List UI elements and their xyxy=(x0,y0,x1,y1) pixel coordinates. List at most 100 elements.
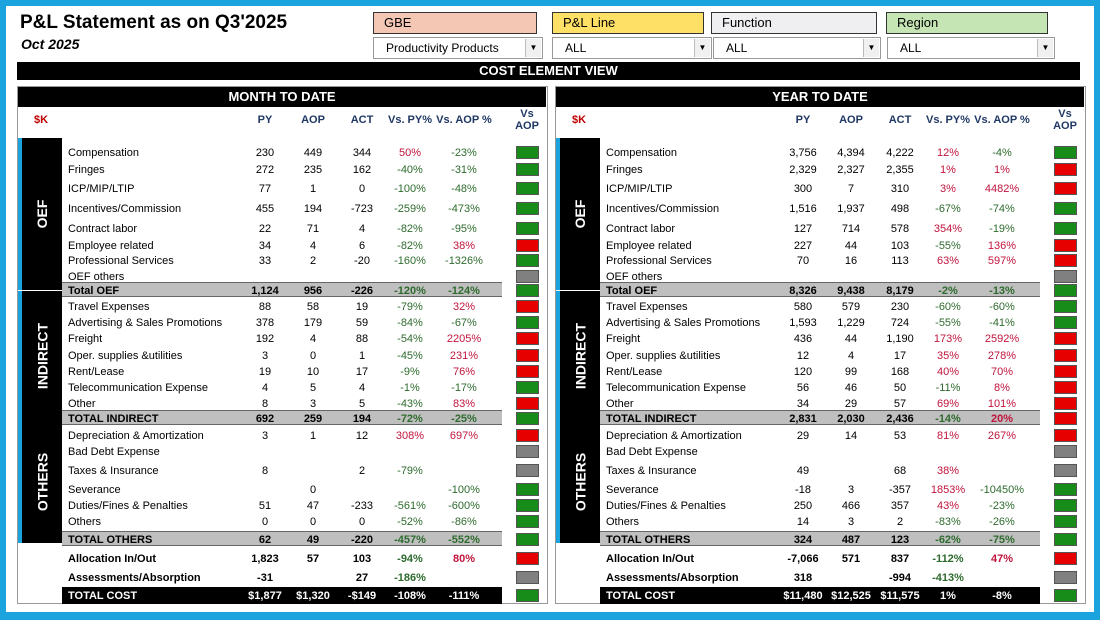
row-label: Others xyxy=(68,516,102,528)
row-label: Allocation In/Out xyxy=(606,553,694,565)
py-header: PY xyxy=(795,114,811,126)
row-label: Travel Expenses xyxy=(68,301,150,313)
row-label: Professional Services xyxy=(68,255,174,267)
vs-py-value: 308% xyxy=(395,430,425,442)
function-dropdown[interactable]: ALL ▼ xyxy=(713,37,881,59)
vs-aop-flag xyxy=(1054,589,1077,602)
vs-py-value: -457% xyxy=(394,534,426,546)
vs-aop-value: 1% xyxy=(994,164,1010,176)
vs-py-value: -100% xyxy=(394,183,426,195)
chevron-down-icon[interactable]: ▼ xyxy=(525,39,541,57)
region-filter-label: Region xyxy=(886,12,1048,34)
aop-value: 44 xyxy=(844,240,858,252)
chevron-down-icon[interactable]: ▼ xyxy=(863,39,879,57)
vs-py-value: -52% xyxy=(397,516,423,528)
vs-aop-value: -31% xyxy=(451,164,477,176)
act-value: -357 xyxy=(888,484,912,496)
aop-value: 29 xyxy=(844,398,858,410)
row-label: Freight xyxy=(68,333,103,345)
row-label: Others xyxy=(606,516,640,528)
grand-total-band xyxy=(600,587,1040,604)
aop-value: 57 xyxy=(306,553,320,565)
act-value: 50 xyxy=(893,382,907,394)
vs-aop-flag xyxy=(516,300,539,313)
aop-value: 3 xyxy=(847,516,855,528)
aop-value: $12,525 xyxy=(831,590,871,602)
vs-aop-value: -4% xyxy=(992,147,1012,159)
vs-aop-value: -95% xyxy=(451,223,477,235)
vs-aop-flag xyxy=(516,499,539,512)
vs-aop-flag xyxy=(1054,381,1077,394)
vs-aop-value: 267% xyxy=(987,430,1017,442)
row-label: Taxes & Insurance xyxy=(606,465,697,477)
act-value: -220 xyxy=(350,534,374,546)
py-value: 34 xyxy=(258,240,272,252)
vs-py-value: -54% xyxy=(397,333,423,345)
mtd-panel: MONTH TO DATE $K PY AOP ACT Vs. PY% Vs. AOP % V… xyxy=(17,86,548,604)
vs-aop-value: 697% xyxy=(449,430,479,442)
vs-aop-value: -8% xyxy=(992,590,1012,602)
row-label: Severance xyxy=(606,484,659,496)
row-label: Taxes & Insurance xyxy=(68,465,159,477)
vs-py-value: -60% xyxy=(935,301,961,313)
vs-aop-flag xyxy=(516,332,539,345)
vs-aop-flag xyxy=(516,146,539,159)
row-label: Duties/Fines & Penalties xyxy=(68,500,188,512)
row-label: Professional Services xyxy=(606,255,712,267)
total-row-band xyxy=(62,282,502,297)
vs-py-value: 38% xyxy=(936,465,960,477)
vs-aop-flag xyxy=(1054,571,1077,584)
py-value: 230 xyxy=(255,147,275,159)
section-accent-bar xyxy=(556,291,560,420)
py-value: 127 xyxy=(793,223,813,235)
row-label: TOTAL INDIRECT xyxy=(68,413,159,425)
act-value: 123 xyxy=(890,534,910,546)
vs-aop-flag xyxy=(1054,429,1077,442)
section-label-indirect: INDIRECT xyxy=(572,322,588,389)
row-label: Allocation In/Out xyxy=(68,553,156,565)
vs-aop-value: -23% xyxy=(451,147,477,159)
vs-aop-flag xyxy=(1054,163,1077,176)
vs-aop-flag xyxy=(516,381,539,394)
vs-py-value: -160% xyxy=(394,255,426,267)
ytd-panel: YEAR TO DATE $K PY AOP ACT Vs. PY% Vs. AOP % Vs… xyxy=(555,86,1086,604)
aop-value: 1 xyxy=(309,430,317,442)
chevron-down-icon[interactable]: ▼ xyxy=(1037,39,1053,57)
aop-value: 47 xyxy=(306,500,320,512)
aop-value: 16 xyxy=(844,255,858,267)
py-value: 8,326 xyxy=(789,285,817,297)
row-label: TOTAL COST xyxy=(606,590,676,602)
row-label: Travel Expenses xyxy=(606,301,688,313)
pl-line-dropdown[interactable]: ALL ▼ xyxy=(552,37,712,59)
py-value: 0 xyxy=(261,516,269,528)
vs-aop-flag xyxy=(1054,239,1077,252)
row-label: Fringes xyxy=(606,164,643,176)
vs-aop-flag xyxy=(1054,332,1077,345)
aop-value: 71 xyxy=(306,223,320,235)
act-value: 2,436 xyxy=(886,413,914,425)
aop-header: AOP xyxy=(839,114,863,126)
vs-py-value: 1% xyxy=(940,164,956,176)
vs-aop-value: -74% xyxy=(989,203,1015,215)
act-header: ACT xyxy=(888,114,912,126)
act-value: 88 xyxy=(355,333,369,345)
py-value: 1,823 xyxy=(251,553,279,565)
act-value: 357 xyxy=(890,500,910,512)
row-label: Depreciation & Amortization xyxy=(606,430,742,442)
section-label-indirect: INDIRECT xyxy=(34,322,50,389)
aop-header: AOP xyxy=(301,114,325,126)
py-value: $1,877 xyxy=(248,590,282,602)
vs-aop-flag xyxy=(1054,499,1077,512)
act-value: -233 xyxy=(350,500,374,512)
vs-aop-flag xyxy=(516,397,539,410)
vs-aop-value: -67% xyxy=(451,317,477,329)
chevron-down-icon[interactable]: ▼ xyxy=(694,39,710,57)
gbe-dropdown[interactable]: Productivity Products ▼ xyxy=(373,37,543,59)
row-label: TOTAL OTHERS xyxy=(68,534,153,546)
region-dropdown[interactable]: ALL ▼ xyxy=(887,37,1055,59)
py-value: 77 xyxy=(258,183,272,195)
act-value: 4 xyxy=(358,382,366,394)
py-value: 378 xyxy=(255,317,275,329)
act-value: 17 xyxy=(355,366,369,378)
act-value: $11,575 xyxy=(880,590,920,602)
